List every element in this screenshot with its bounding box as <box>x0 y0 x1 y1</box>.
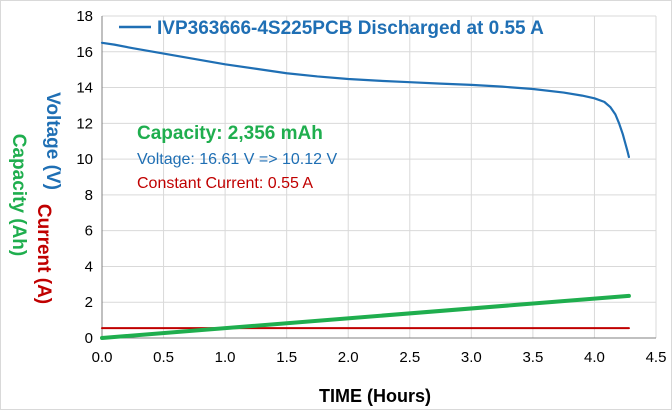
y-tick-labels: 0 2 4 6 8 10 12 14 16 18 <box>76 8 93 347</box>
y-tick-label: 8 <box>85 187 93 204</box>
y-axis-title-voltage: Voltage (V) <box>42 92 63 190</box>
x-tick-label: 4.0 <box>584 349 605 366</box>
y-tick-label: 14 <box>76 80 93 97</box>
annotation-current: Constant Current: 0.55 A <box>137 175 313 192</box>
y-tick-label: 0 <box>85 330 93 347</box>
x-tick-label: 0.5 <box>153 349 174 366</box>
series-voltage-line <box>100 41 631 159</box>
y-tick-label: 16 <box>76 44 93 61</box>
x-tick-label: 1.0 <box>215 349 236 366</box>
y-axis-title-capacity: Capacity (Ah) <box>8 134 29 256</box>
x-tick-label: 1.5 <box>276 349 297 366</box>
y-tick-label: 2 <box>85 294 93 311</box>
y-tick-label: 6 <box>85 223 93 240</box>
y-tick-label: 10 <box>76 151 93 168</box>
x-axis-title: TIME (Hours) <box>319 386 431 406</box>
annotation-voltage: Voltage: 16.61 V => 10.12 V <box>137 151 337 168</box>
series-layer <box>100 41 631 340</box>
series-capacity-line <box>100 293 631 340</box>
annotation-capacity: Capacity: 2,356 mAh <box>137 123 323 144</box>
y-tick-label: 4 <box>85 258 93 275</box>
x-tick-label: 2.0 <box>338 349 359 366</box>
y-axis-title-current: Current (A) <box>33 204 54 304</box>
x-tick-label: 3.5 <box>522 349 543 366</box>
legend-voltage-label: IVP363666-4S225PCB Discharged at 0.55 A <box>157 18 544 39</box>
y-axis-title: Voltage (V) Current (A) Capacity (Ah) <box>8 92 63 304</box>
axes <box>101 16 656 339</box>
x-tick-label: 0.0 <box>92 349 113 366</box>
x-tick-label: 3.0 <box>461 349 482 366</box>
annotations: Capacity: 2,356 mAh Voltage: 16.61 V => … <box>137 123 337 192</box>
x-tick-label: 4.5 <box>646 349 667 366</box>
x-tick-label: 2.5 <box>399 349 420 366</box>
y-tick-label: 18 <box>76 8 93 25</box>
y-tick-label: 12 <box>76 115 93 132</box>
x-tick-labels: 0.0 0.5 1.0 1.5 2.0 2.5 3.0 3.5 4.0 4.5 <box>92 349 667 366</box>
legend: IVP363666-4S225PCB Discharged at 0.55 A <box>119 18 544 39</box>
